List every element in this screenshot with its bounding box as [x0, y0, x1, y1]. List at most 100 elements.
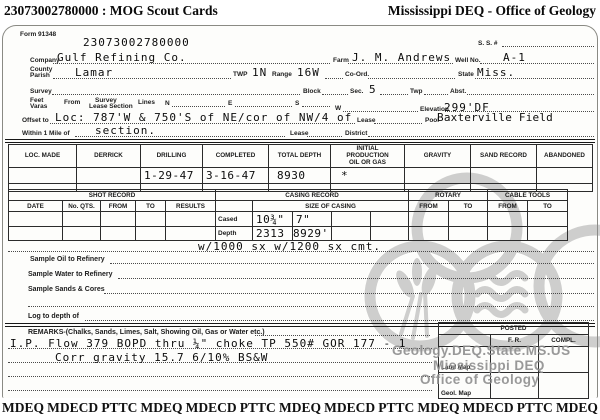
dotted-line: [467, 94, 594, 95]
footer-item: MDEQ: [555, 400, 598, 415]
twp2-label: Twp: [410, 88, 423, 95]
dotted-line: [348, 63, 453, 64]
cable-to: TO: [526, 200, 569, 212]
sec-label: Sec.: [350, 88, 364, 95]
well-no-value: A-1: [503, 51, 526, 64]
sample-oil-label: Sample Oil to Refinery: [30, 256, 105, 263]
varas-label: Varas: [30, 103, 48, 110]
elevation-label: Elevation: [420, 106, 449, 113]
cased-size-4: [370, 211, 409, 227]
within-label: Within 1 Mile of: [22, 130, 70, 137]
dotted-line: [235, 106, 292, 107]
dotted-line: [75, 136, 285, 137]
company-label: Company: [30, 57, 60, 64]
footer-item: MDECD: [462, 400, 514, 415]
geol-map-row: Geol. Map: [438, 372, 589, 399]
dotted-line: [28, 306, 594, 307]
dotted-line: [424, 94, 448, 95]
completed-value: 3-16-47: [202, 166, 269, 184]
col-derrick: DERRICK: [76, 144, 141, 168]
rotary-from: FROM: [408, 200, 449, 212]
dotted-line: [380, 94, 408, 95]
dotted-line: [368, 78, 455, 79]
dotted-line: [343, 111, 418, 112]
east-label: E: [228, 100, 233, 107]
cable-tools-table: CABLE TOOLS FROM TO: [486, 189, 569, 241]
divider: [5, 323, 595, 327]
feet-label: Feet: [30, 97, 44, 104]
district-label: District: [345, 130, 368, 137]
col-sand-record: SAND RECORD: [470, 144, 537, 168]
col-completed: COMPLETED: [202, 144, 269, 168]
casing-record-title: CASING RECORD: [215, 189, 409, 201]
farm-label: Farm: [333, 57, 349, 64]
cased-size-1: 10¾": [252, 211, 293, 227]
lines-label: Lines: [138, 99, 155, 106]
divider: [5, 139, 595, 143]
shot-record-title: SHOT RECORD: [7, 189, 217, 201]
col-drilling: DRILLING: [140, 144, 203, 168]
abst-label: Abst.: [450, 88, 467, 95]
shot-empty-row: [8, 226, 217, 241]
cement-note: w/1000 sx w/1200 sx cmt.: [198, 240, 381, 253]
cased-size-3: [331, 211, 371, 227]
range-value: 16W: [297, 66, 320, 79]
farm-value: J. M. Andrews: [352, 51, 452, 64]
dotted-line: [8, 390, 432, 391]
lease2-label: Lease: [290, 130, 309, 137]
dotted-line: [104, 293, 594, 294]
posted-table: POSTED F. R. COMPL. Land Map Geol. Map: [438, 322, 589, 399]
dotted-line: [502, 46, 594, 47]
block-label: Block: [303, 88, 321, 95]
depth-value-2: 8929': [292, 226, 332, 241]
api-number: 23073002780000: [83, 36, 190, 49]
survey2-label: Survey: [95, 97, 117, 104]
depth-value-4: [370, 226, 409, 241]
cased-row: Cased 10¾" 7": [215, 211, 409, 227]
dotted-line: [368, 136, 594, 137]
shot-col-results: RESULTS: [164, 200, 217, 212]
total-depth-value: 8930: [268, 166, 331, 184]
sec-value: 5: [369, 83, 377, 96]
shot-col-to: TO: [135, 200, 166, 212]
completion-row: 1-29-47 3-16-47 8930 *: [8, 166, 593, 184]
cable-empty-row: [487, 211, 569, 227]
completion-table: LOC. MADE DERRICK DRILLING COMPLETED TOT…: [8, 144, 593, 192]
col-total-depth: TOTAL DEPTH: [268, 144, 331, 168]
geol-map-fr-cell: [490, 372, 539, 399]
drilling-value: 1-29-47: [140, 166, 203, 184]
loc-made-value: [8, 166, 77, 184]
within-value: section.: [95, 124, 156, 137]
col-abandoned: ABANDONED: [536, 144, 593, 168]
coord-label: Co-Ord.: [345, 71, 370, 78]
county-value: Lamar: [75, 66, 114, 79]
dotted-line: [52, 94, 300, 95]
cable-tools-title: CABLE TOOLS: [486, 189, 569, 201]
cable-empty-row: [487, 226, 569, 241]
land-map-compl-cell: [538, 346, 589, 373]
elevation-value: 299'DF: [444, 101, 490, 114]
survey-label: Survey: [30, 88, 52, 95]
agency-title: Mississippi DEQ - Office of Geology: [387, 3, 596, 18]
rotary-empty-row: [408, 211, 489, 227]
shot-col-from: FROM: [100, 200, 136, 212]
cased-size-2: 7": [292, 211, 332, 227]
land-map-row: Land Map: [438, 346, 589, 373]
dotted-line: [255, 335, 430, 336]
remarks-line-2: Corr gravity 15.7 6/10% BS&W: [55, 351, 269, 364]
rotary-table: ROTARY FROM TO: [407, 189, 489, 241]
col-loc-made: LOC. MADE: [8, 144, 77, 168]
posted-compl-header: COMPL.: [538, 334, 589, 347]
depth-value-1: 2313: [252, 226, 293, 241]
lease-section-label: Lease Section: [89, 103, 133, 110]
dotted-line: [325, 78, 343, 79]
page-title: 23073002780000 : MOG Scout Cards: [4, 3, 218, 18]
lease-label: Lease: [357, 117, 376, 124]
col-gravity: GRAVITY: [404, 144, 471, 168]
log-depth-label: Log to depth of: [28, 313, 79, 320]
footer-item: PTTC: [516, 400, 553, 415]
dotted-line: [110, 263, 594, 264]
state-value: Miss.: [477, 66, 516, 79]
state-label: State: [458, 71, 474, 78]
